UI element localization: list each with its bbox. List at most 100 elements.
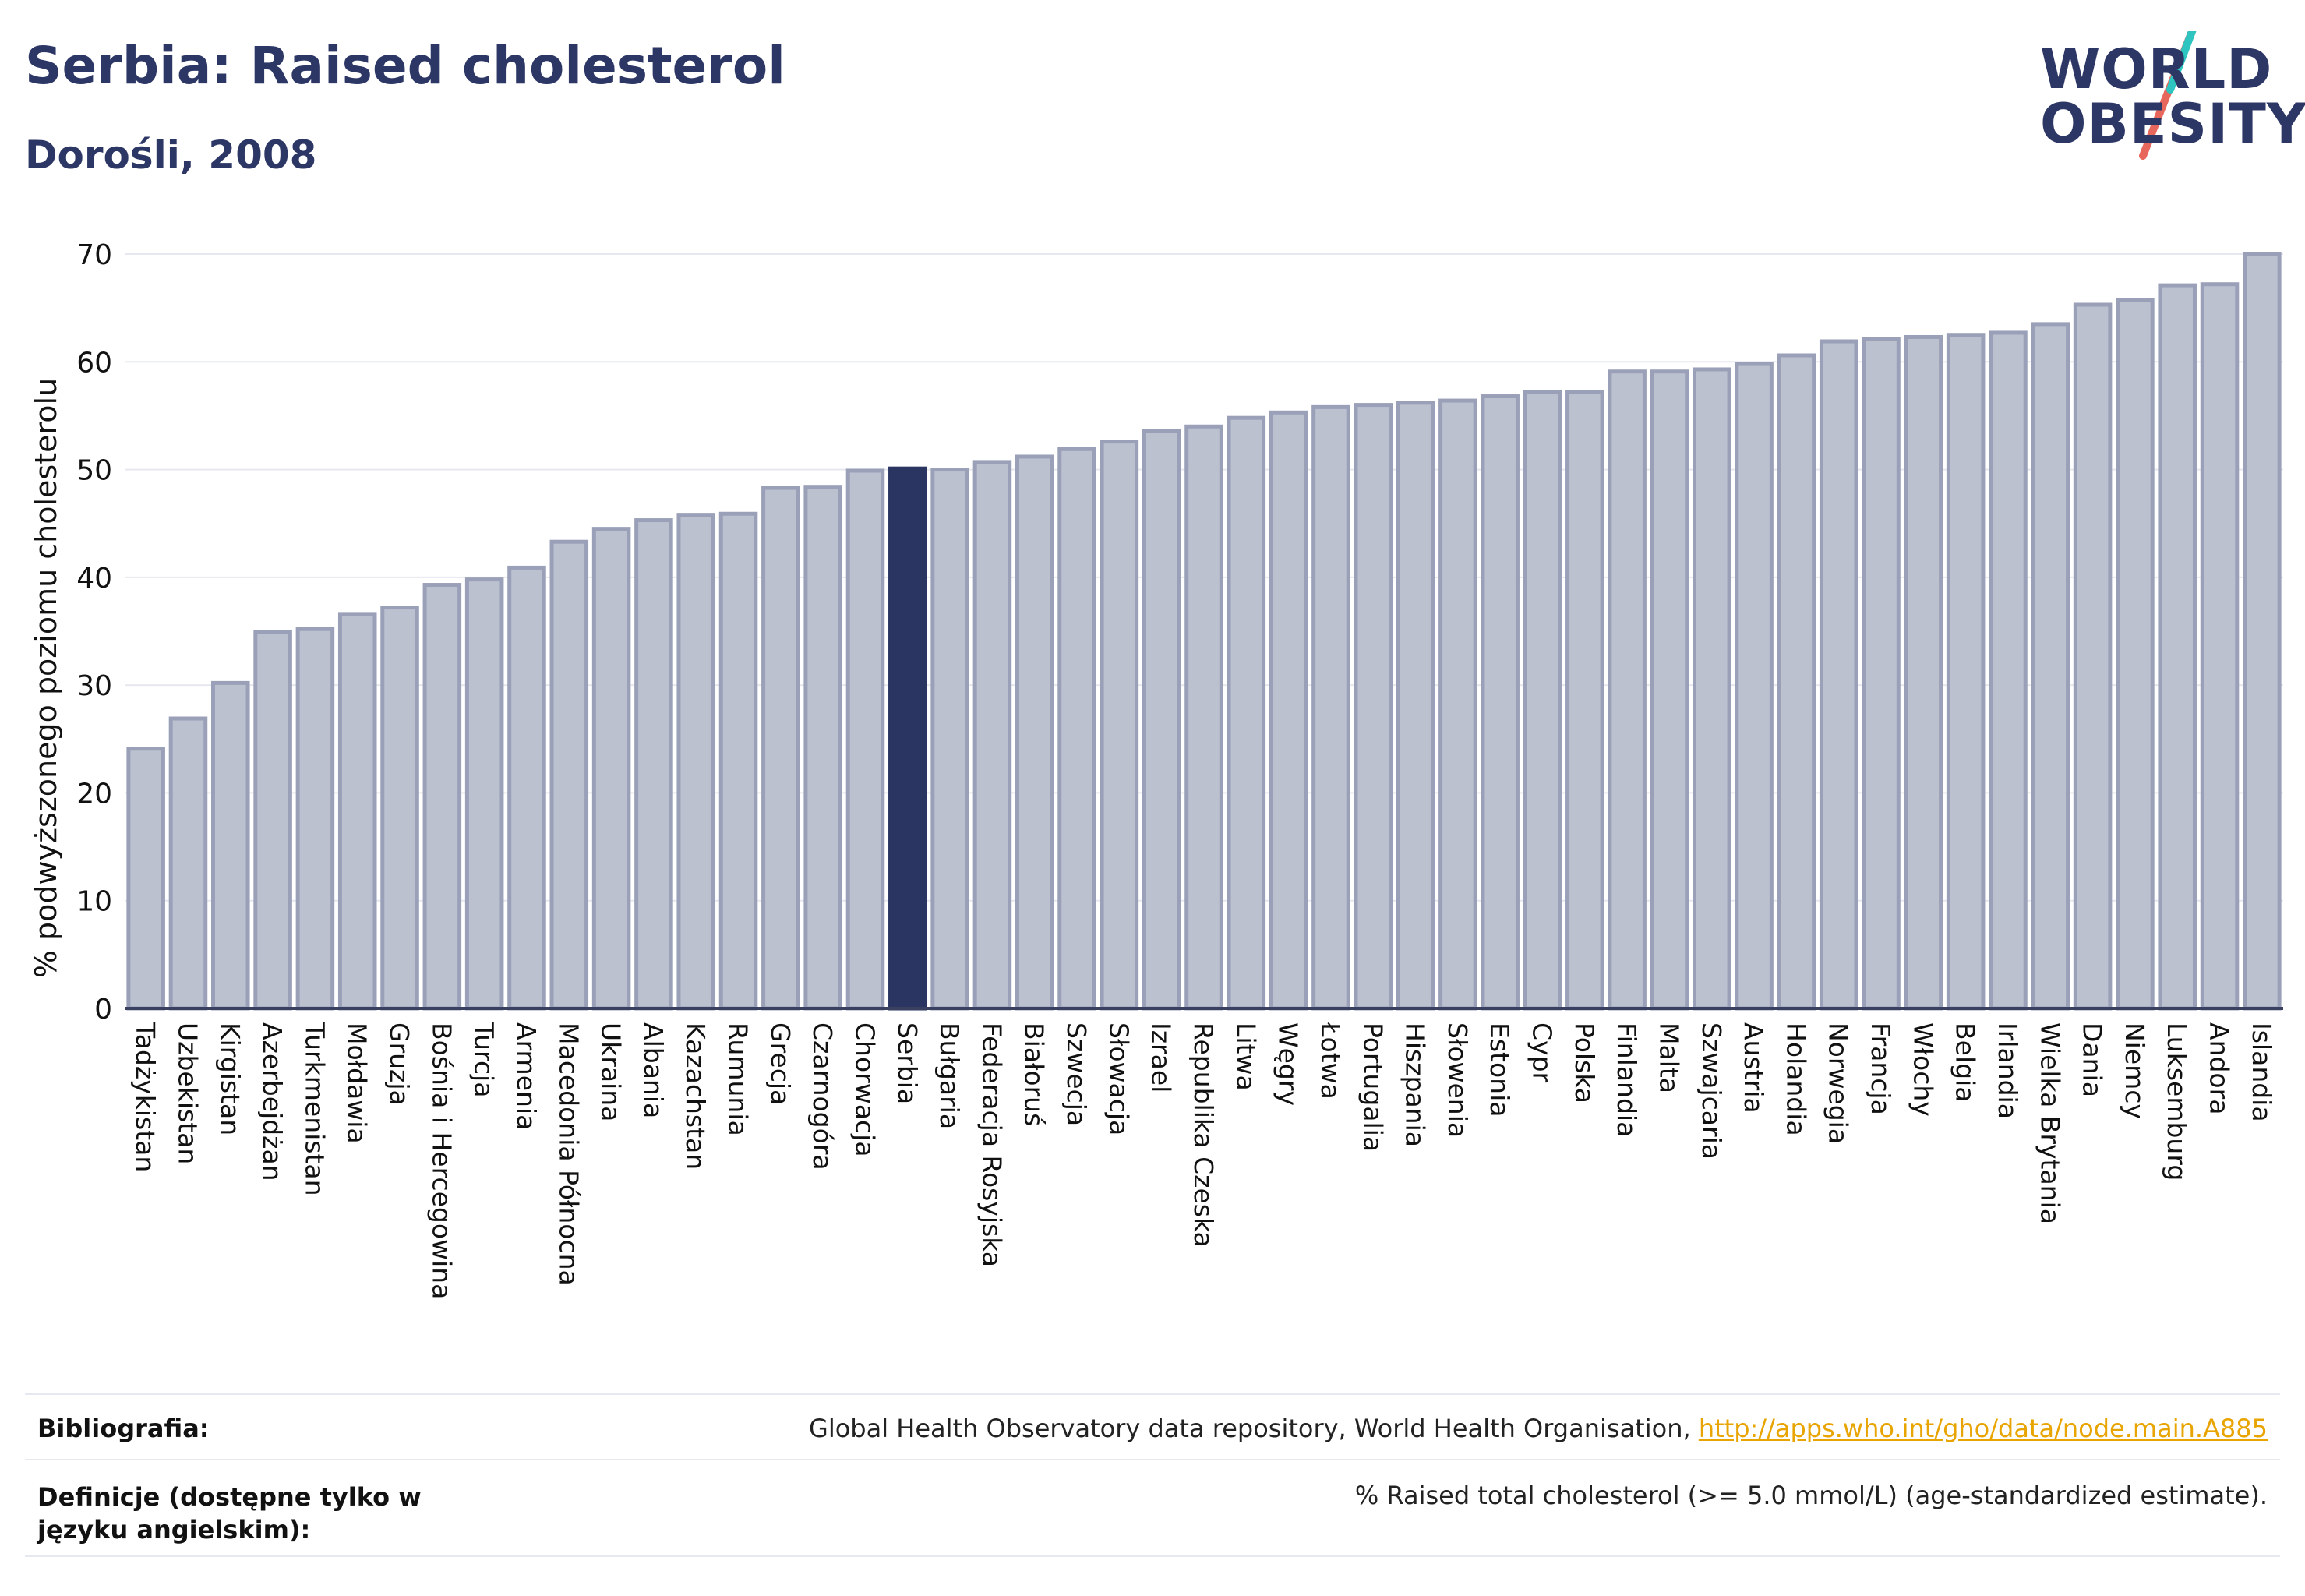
chart-x-labels: Tadżykistan Uzbekistan Kirgistan Azerbejdża…: [130, 1022, 2277, 1299]
y-tick-label: 30: [76, 670, 112, 702]
x-tick-label-Luksemburg: Luksemburg: [2162, 1022, 2192, 1181]
x-tick-label-Szwajcaria: Szwajcaria: [1696, 1022, 1727, 1160]
x-tick-label-Niemcy: Niemcy: [2120, 1022, 2150, 1119]
bar-Federacja Rosyjska: [972, 460, 1012, 1011]
bar-Andora: [2200, 282, 2240, 1011]
bar-Albania: [634, 518, 673, 1011]
bar-Portugalia: [1354, 403, 1393, 1011]
bar-Szwecja: [1057, 447, 1096, 1011]
x-tick-label-Polska: Polska: [1569, 1022, 1600, 1103]
footer-divider-mid: [25, 1459, 2280, 1460]
bar-Kirgistan: [211, 680, 250, 1011]
x-tick-label-Dania: Dania: [2077, 1022, 2108, 1097]
bibliography-value: Global Health Observatory data repositor…: [809, 1414, 2268, 1443]
bar-Kazachstan: [676, 513, 716, 1011]
y-tick-label: 0: [94, 994, 112, 1026]
bar-Austria: [1735, 362, 1774, 1011]
y-tick-label: 60: [76, 347, 112, 379]
world-obesity-logo: WORLD OBESITY: [2026, 31, 2305, 171]
bar-Gruzja: [380, 606, 419, 1011]
x-tick-label-Tadżykistan: Tadżykistan: [130, 1022, 161, 1172]
bar-Luksemburg: [2158, 283, 2197, 1011]
x-tick-label-Czarnogóra: Czarnogóra: [807, 1022, 838, 1171]
bar-Finlandia: [1608, 369, 1647, 1011]
bar-Azerbejdżan: [253, 630, 292, 1011]
bar-Łotwa: [1311, 404, 1350, 1011]
x-tick-label-Armenia: Armenia: [511, 1022, 542, 1130]
bar-Polska: [1565, 390, 1604, 1011]
x-tick-label-Turkmenistan: Turkmenistan: [299, 1022, 330, 1196]
bar-Litwa: [1227, 415, 1266, 1011]
definition-value: % Raised total cholesterol (>= 5.0 mmol/…: [1354, 1481, 2268, 1510]
x-tick-label-Kirgistan: Kirgistan: [215, 1022, 245, 1135]
bar-Rumunia: [718, 511, 758, 1011]
x-tick-label-Bułgaria: Bułgaria: [934, 1022, 965, 1129]
x-tick-label-Łotwa: Łotwa: [1315, 1022, 1346, 1100]
x-tick-label-Hiszpania: Hiszpania: [1400, 1022, 1431, 1147]
bar-Białoruś: [1015, 454, 1054, 1011]
bar-Macedonia Północna: [549, 539, 589, 1011]
x-tick-label-Serbia: Serbia: [892, 1022, 923, 1104]
bar-Turcja: [464, 577, 504, 1011]
bar-Uzbekistan: [168, 716, 208, 1011]
bar-Dania: [2073, 302, 2113, 1011]
x-tick-label-Norwegia: Norwegia: [1823, 1022, 1854, 1144]
bar-Izrael: [1142, 429, 1181, 1011]
bibliography-row: Bibliografia: Global Health Observatory …: [25, 1411, 2280, 1449]
y-tick-label: 10: [76, 886, 112, 918]
x-tick-label-Szwecja: Szwecja: [1061, 1022, 1092, 1126]
bar-Norwegia: [1819, 339, 1858, 1011]
x-tick-label-Ukraina: Ukraina: [596, 1022, 627, 1121]
x-tick-label-Litwa: Litwa: [1230, 1022, 1261, 1091]
bar-Holandia: [1777, 353, 1816, 1011]
bar-Węgry: [1269, 410, 1308, 1011]
bibliography-link[interactable]: http://apps.who.int/gho/data/node.main.A…: [1698, 1414, 2268, 1443]
bar-Mołdawia: [337, 612, 377, 1011]
x-tick-label-Austria: Austria: [1738, 1022, 1769, 1114]
bar-Turkmenistan: [295, 627, 335, 1011]
logo-slash-icon: [2139, 31, 2197, 160]
bar-Czarnogóra: [803, 485, 842, 1011]
x-tick-label-Chorwacja: Chorwacja: [849, 1022, 880, 1156]
bar-Estonia: [1481, 394, 1520, 1011]
x-tick-label-Wielka Brytania: Wielka Brytania: [2035, 1022, 2065, 1224]
x-tick-label-Bośnia i Hercegowina: Bośnia i Hercegowina: [426, 1022, 457, 1299]
bar-Hiszpania: [1396, 401, 1435, 1011]
bar-Armenia: [507, 565, 546, 1011]
bar-Wielka Brytania: [2031, 322, 2070, 1011]
bar-Słowenia: [1438, 398, 1477, 1011]
x-tick-label-Belgia: Belgia: [1950, 1022, 1981, 1102]
bar-Słowacja: [1100, 440, 1139, 1011]
bar-Belgia: [1946, 333, 1986, 1011]
bar-Bułgaria: [930, 468, 969, 1011]
chart-y-ticks: 0 10 20 30 40 50 60 70: [76, 239, 112, 1026]
x-tick-label-Holandia: Holandia: [1781, 1022, 1811, 1136]
x-tick-label-Turcja: Turcja: [469, 1022, 499, 1097]
x-tick-label-Włochy: Włochy: [1908, 1022, 1938, 1117]
bar-Ukraina: [591, 527, 631, 1011]
x-tick-label-Grecja: Grecja: [765, 1022, 796, 1105]
bar-Włochy: [1904, 334, 1943, 1011]
definition-row: Definicje (dostępne tylko w języku angie…: [25, 1478, 2280, 1548]
bar-Republika Czeska: [1184, 424, 1223, 1011]
y-tick-label: 40: [76, 563, 112, 595]
footer-divider-top: [25, 1393, 2280, 1395]
x-tick-label-Uzbekistan: Uzbekistan: [172, 1022, 203, 1164]
x-tick-label-Islandia: Islandia: [2247, 1022, 2277, 1122]
footer-divider-bottom: [25, 1555, 2280, 1557]
y-tick-label: 50: [76, 455, 112, 487]
definition-label: Definicje (dostępne tylko w języku angie…: [37, 1482, 422, 1545]
y-tick-label: 70: [76, 239, 112, 271]
x-tick-label-Słowacja: Słowacja: [1103, 1022, 1134, 1135]
bar-Malta: [1650, 369, 1689, 1011]
bibliography-text: Global Health Observatory data repositor…: [809, 1414, 1699, 1443]
bibliography-label: Bibliografia:: [37, 1414, 210, 1443]
x-tick-label-Francja: Francja: [1866, 1022, 1896, 1115]
x-tick-label-Finlandia: Finlandia: [1611, 1022, 1642, 1137]
x-tick-label-Mołdawia: Mołdawia: [342, 1022, 372, 1144]
bar-Cypr: [1523, 390, 1562, 1011]
bar-Tadżykistan: [126, 747, 165, 1011]
x-tick-label-Andora: Andora: [2204, 1022, 2235, 1114]
bar-Serbia: [888, 466, 927, 1011]
x-tick-label-Gruzja: Gruzja: [384, 1022, 415, 1106]
